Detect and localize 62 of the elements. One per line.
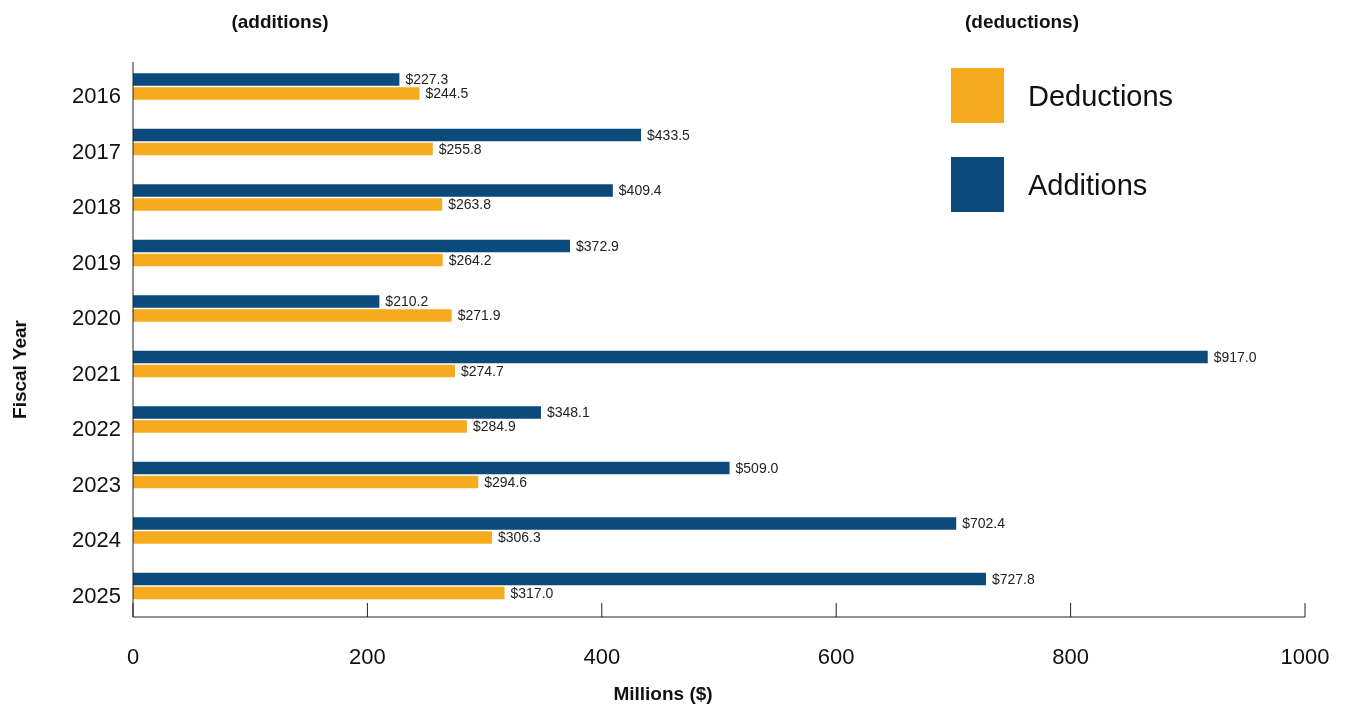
bar — [133, 128, 642, 142]
y-tick-label: 2023 — [72, 471, 121, 497]
bar — [133, 586, 505, 600]
data-label: $727.8 — [991, 570, 1036, 587]
bar — [133, 572, 986, 586]
bar — [133, 420, 467, 433]
bar — [133, 253, 443, 267]
y-tick-label: 2022 — [72, 416, 121, 442]
bar — [133, 364, 455, 378]
bar — [133, 350, 1208, 364]
data-label: $227.3 — [405, 71, 449, 88]
y-tick-label: 2019 — [72, 249, 121, 275]
x-tick-label: 600 — [817, 644, 855, 669]
y-tick-label: 2020 — [72, 305, 121, 331]
data-label: $348.1 — [546, 404, 591, 421]
bar — [133, 184, 613, 197]
bar — [133, 517, 957, 530]
bar — [133, 475, 479, 489]
data-label: $433.5 — [647, 126, 691, 143]
x-tick-label: 1000 — [1280, 644, 1330, 669]
bar — [133, 406, 541, 419]
x-axis-title: Millions ($) — [613, 683, 713, 704]
data-label: $263.8 — [448, 196, 492, 213]
bar — [133, 309, 452, 322]
data-label: $702.4 — [962, 515, 1006, 532]
data-label: $284.9 — [472, 418, 516, 435]
y-tick-label: 2018 — [72, 194, 121, 220]
text: (deductions) — [965, 11, 1079, 32]
data-label: $409.4 — [618, 182, 662, 199]
data-label: $264.2 — [448, 251, 492, 268]
y-tick-label: 2021 — [72, 360, 121, 386]
data-label: $255.8 — [438, 140, 482, 157]
bar — [133, 461, 730, 475]
data-label: $306.3 — [497, 529, 542, 546]
data-label: $271.9 — [457, 307, 501, 324]
data-label: $244.5 — [425, 85, 469, 102]
y-tick-label: 2024 — [72, 527, 121, 553]
data-label: $210.2 — [385, 293, 429, 310]
bar — [133, 239, 571, 253]
y-tick-label: 2016 — [72, 83, 121, 109]
data-label: $509.0 — [735, 459, 779, 476]
data-label: $317.0 — [510, 584, 554, 601]
bar — [133, 295, 380, 308]
x-tick-label: 0 — [126, 644, 140, 669]
x-tick-label: 200 — [349, 644, 386, 669]
legend-label: Additions — [1028, 169, 1148, 202]
legend-label: Deductions — [1028, 80, 1174, 113]
bar — [133, 142, 433, 156]
bar — [133, 87, 420, 100]
data-label: $917.0 — [1213, 348, 1257, 365]
y-tick-label: 2017 — [72, 138, 121, 164]
y-axis-title: Fiscal Year — [9, 319, 30, 419]
data-label: $294.6 — [484, 473, 528, 490]
data-label: $372.9 — [576, 237, 620, 254]
x-tick-label: 800 — [1052, 644, 1089, 669]
data-label: $274.7 — [460, 362, 504, 379]
text: (additions) — [231, 11, 329, 32]
bar — [133, 73, 400, 86]
y-tick-label: 2025 — [72, 582, 121, 608]
bar — [133, 198, 443, 211]
x-tick-label: 400 — [583, 644, 621, 669]
bar — [133, 531, 492, 544]
